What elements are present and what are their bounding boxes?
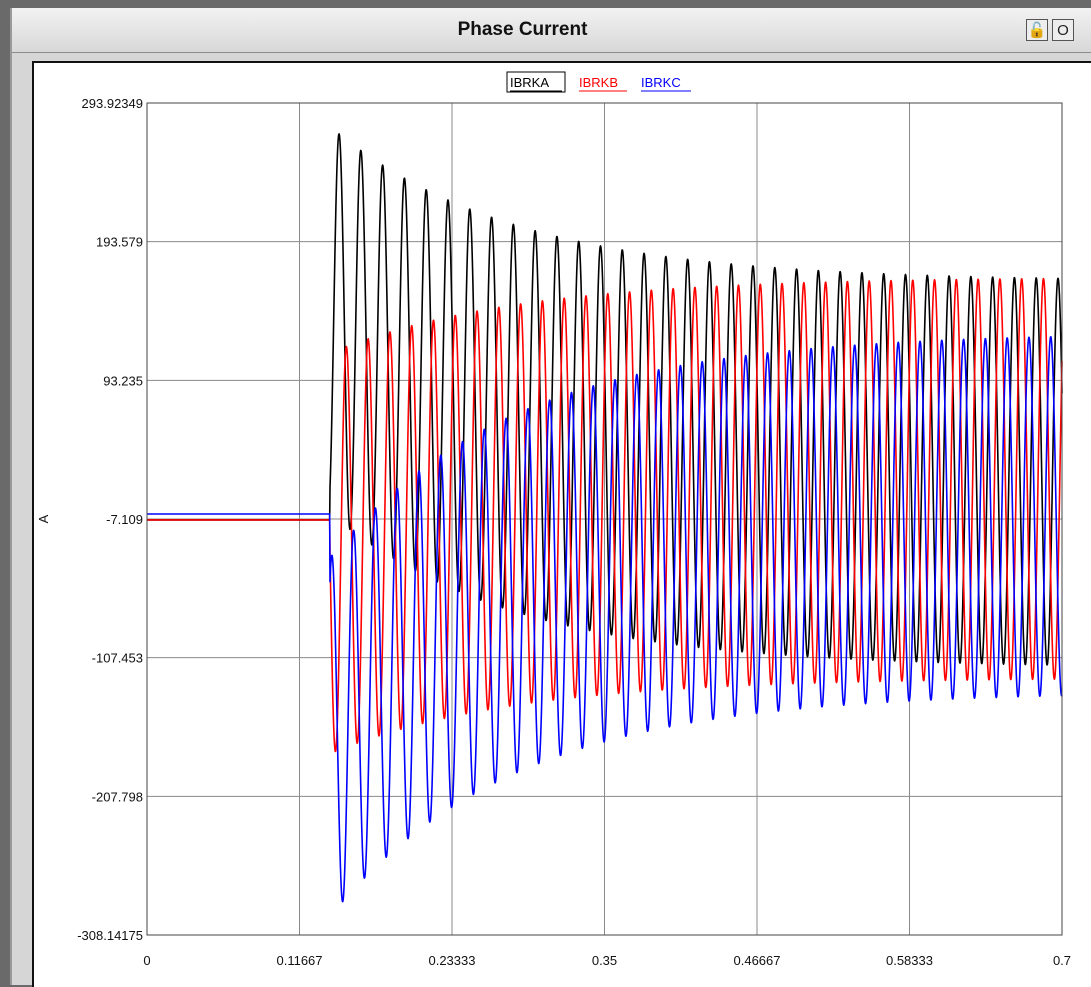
chart-window: Phase Current 🔓 O 293.92349 193.579 93.235…	[10, 8, 1091, 987]
x-tick-label: 0.23333	[428, 953, 475, 968]
legend-entry-ibrka[interactable]: IBRKA	[510, 75, 549, 90]
plot-area-border	[146, 102, 1063, 936]
window-title: Phase Current	[457, 19, 588, 40]
y-axis-label: A	[36, 514, 51, 523]
x-tick-label: 0	[143, 953, 150, 968]
x-tick-label: 0.11667	[276, 953, 322, 968]
y-tick-label: 93.235	[103, 373, 143, 388]
legend-selection-box	[506, 71, 566, 93]
y-tick-label: -207.798	[92, 789, 143, 804]
x-tick-label: 0.46667	[734, 953, 781, 968]
x-tick-label: 0.35	[592, 953, 617, 968]
lock-icon[interactable]: 🔓	[1026, 19, 1048, 41]
y-tick-label: -107.453	[92, 651, 143, 666]
phase-current-chart: 293.92349 193.579 93.235 -7.109 -107.453 -207…	[36, 71, 1071, 968]
plot-panel: 293.92349 193.579 93.235 -7.109 -107.453 -207…	[32, 61, 1091, 987]
series-line-ibrkc	[146, 336, 1063, 903]
series-line-ibrkb	[146, 277, 1063, 753]
circle-icon[interactable]: O	[1052, 19, 1074, 41]
x-tick-label: 0.58333	[886, 953, 933, 968]
y-tick-label: 293.92349	[82, 96, 143, 111]
legend-entry-ibrkb[interactable]: IBRKB	[579, 75, 618, 90]
y-tick-label: -308.14175	[77, 928, 143, 943]
title-bar: Phase Current 🔓 O	[12, 8, 1091, 53]
legend-entry-ibrkc[interactable]: IBRKC	[641, 75, 681, 90]
x-tick-label: 0.7	[1053, 953, 1071, 968]
y-tick-label: -7.109	[106, 512, 143, 527]
y-tick-label: 193.579	[96, 235, 143, 250]
